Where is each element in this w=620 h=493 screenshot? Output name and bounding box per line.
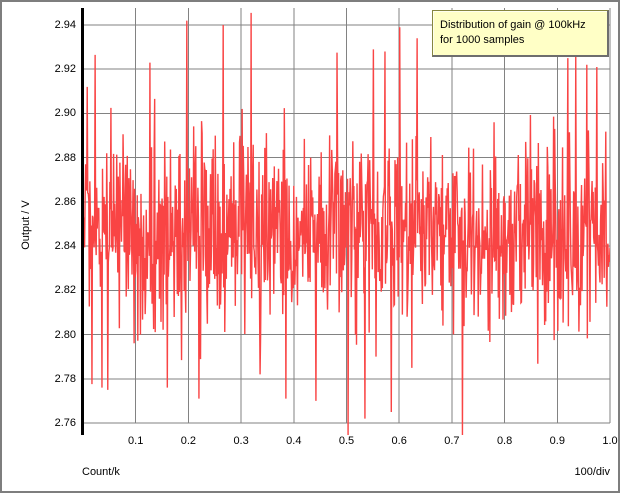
x-tick-label: 1.0 <box>602 435 618 447</box>
y-tick-label: 2.76 <box>54 417 76 429</box>
y-tick-label: 2.90 <box>54 107 76 120</box>
x-tick-label: 0.8 <box>496 435 513 447</box>
y-tick-label: 2.82 <box>54 284 76 297</box>
x-tick-label: 0.4 <box>286 435 302 447</box>
y-tick-label: 2.92 <box>54 63 76 76</box>
x-axis-div-note: 100/div <box>574 466 610 478</box>
x-tick-label: 0.3 <box>233 435 249 447</box>
x-tick-label: 0.6 <box>391 435 407 447</box>
legend-box: Distribution of gain @ 100kHz for 1000 s… <box>432 10 609 57</box>
gain-trace <box>83 12 610 435</box>
y-axis-title: Output / V <box>20 200 32 250</box>
legend-line-2: for 1000 samples <box>440 34 525 46</box>
x-tick-label: 0.7 <box>444 435 460 447</box>
y-tick-label: 2.80 <box>54 328 76 341</box>
x-tick-label: 0.2 <box>180 435 197 447</box>
legend-line-1: Distribution of gain @ 100kHz <box>440 19 586 31</box>
x-axis-title: Count/k <box>82 466 120 478</box>
x-tick-label: 0.1 <box>128 435 144 447</box>
y-tick-label: 2.88 <box>54 151 76 164</box>
y-tick-label: 2.86 <box>54 195 76 208</box>
y-tick-label: 2.78 <box>54 372 76 385</box>
y-tick-label: 2.84 <box>54 240 76 253</box>
y-axis-line <box>81 8 84 435</box>
x-tick-label: 0.5 <box>338 435 355 447</box>
y-tick-label: 2.94 <box>54 19 76 31</box>
x-tick-label: 0.9 <box>549 435 565 447</box>
